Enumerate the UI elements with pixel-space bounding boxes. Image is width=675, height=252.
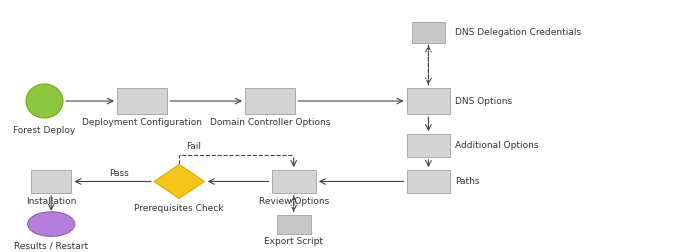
Text: Results / Restart: Results / Restart [14,241,88,250]
Polygon shape [154,165,205,199]
Text: Prerequisites Check: Prerequisites Check [134,204,224,213]
FancyBboxPatch shape [406,88,450,114]
FancyBboxPatch shape [245,88,296,114]
FancyBboxPatch shape [277,215,310,234]
FancyBboxPatch shape [31,170,72,193]
Text: DNS Options: DNS Options [456,97,512,106]
Ellipse shape [28,212,75,236]
FancyBboxPatch shape [406,170,450,193]
Text: Forest Deploy: Forest Deploy [14,126,76,135]
Text: Pass: Pass [109,169,128,178]
FancyBboxPatch shape [272,170,316,193]
Text: Fail: Fail [186,142,201,151]
Text: Additional Options: Additional Options [456,141,539,150]
Text: Review Options: Review Options [259,197,329,206]
FancyBboxPatch shape [412,22,446,43]
Text: Deployment Configuration: Deployment Configuration [82,118,202,127]
FancyBboxPatch shape [117,88,167,114]
Ellipse shape [26,84,63,118]
Text: Installation: Installation [26,197,76,206]
Text: Domain Controller Options: Domain Controller Options [210,118,330,127]
Text: DNS Delegation Credentials: DNS Delegation Credentials [456,28,581,37]
Text: Paths: Paths [456,177,480,186]
Text: Export Script: Export Script [264,237,323,246]
FancyBboxPatch shape [406,134,450,157]
